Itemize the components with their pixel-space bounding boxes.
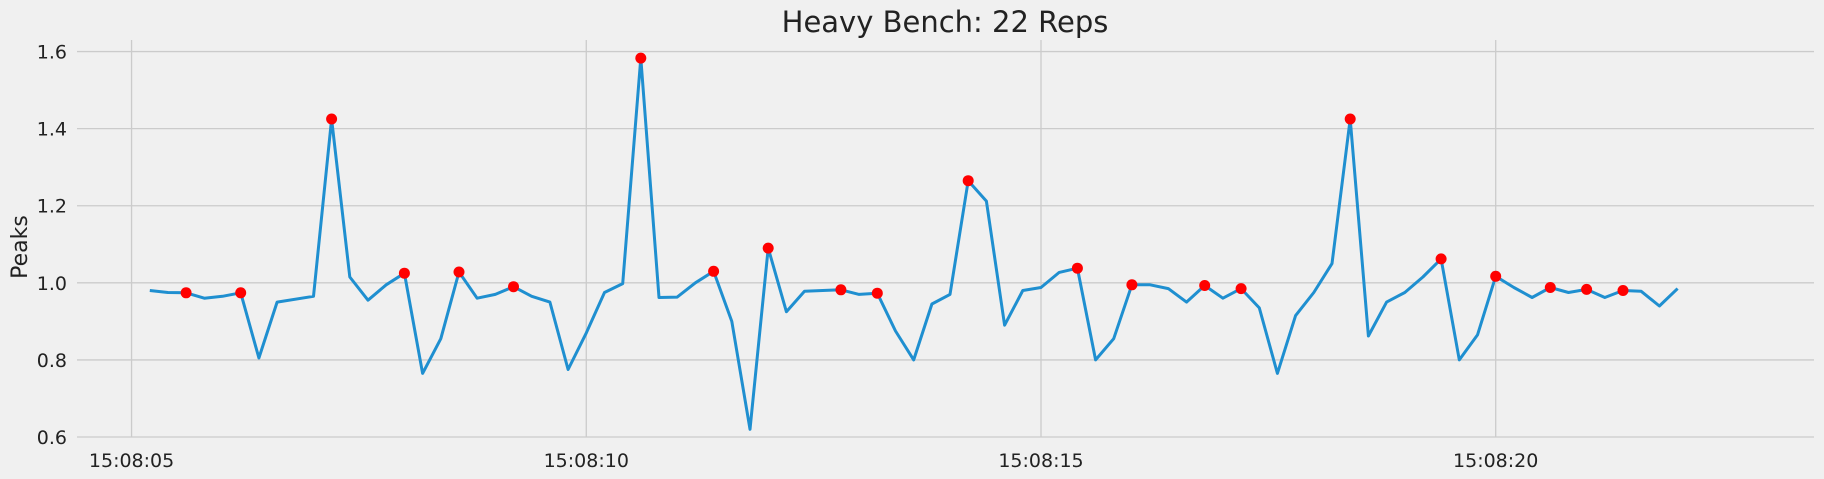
peak-marker [962,175,974,187]
peak-marker [871,287,883,299]
peak-marker [1617,285,1629,296]
y-tick-label: 1.4 [37,119,67,141]
series-line-layer [149,56,1679,431]
peak-marker [235,287,247,299]
chart-title: Heavy Bench: 22 Reps [782,5,1109,39]
y-axis-label: Peaks [8,215,33,279]
x-tick-label: 15:08:15 [998,450,1083,472]
peak-marker [1581,283,1593,295]
y-tick-label: 0.8 [37,350,67,372]
peak-marker [635,52,647,64]
x-tick-label: 15:08:20 [1453,450,1538,472]
y-tick-label: 1.6 [37,42,67,64]
peak-marker [1071,262,1083,274]
x-tick-label: 15:08:05 [89,450,174,472]
peak-marker [508,281,519,293]
peak-marker [708,265,720,277]
grid [77,40,1814,438]
peak-marker [1344,113,1356,125]
y-tick-label: 1.0 [37,273,67,295]
series-line [149,56,1679,431]
peak-marker [1126,279,1138,291]
peak-marker [1235,283,1247,295]
peak-markers-layer [180,52,1629,299]
tick-labels: 0.6 0.8 1.0 1.2 1.4 1.6 15:08:05 15:08:10 15:08:… [37,42,1539,472]
peak-marker [1435,253,1447,265]
peak-marker [762,242,774,254]
peak-marker [326,113,338,125]
y-tick-label: 0.6 [37,427,67,449]
peak-marker [453,266,465,278]
peak-marker [180,287,192,299]
peak-marker [398,267,410,279]
x-tick-label: 15:08:10 [544,450,629,472]
peak-marker [1544,282,1556,293]
peak-marker [835,284,847,296]
plot-area [77,40,1814,437]
peak-marker [1199,280,1211,291]
peak-marker [1490,270,1502,282]
y-tick-label: 1.2 [37,196,67,218]
